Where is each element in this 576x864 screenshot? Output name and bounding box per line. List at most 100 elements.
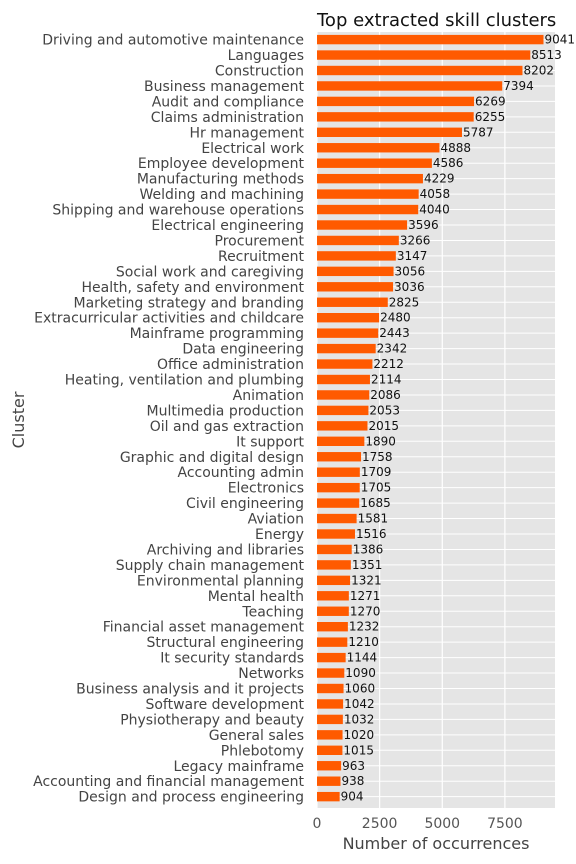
y-tick-label: Hr management [189, 125, 304, 141]
data-label: 1042 [344, 697, 375, 711]
y-tick-label: Welding and machining [140, 187, 305, 203]
bar [317, 591, 349, 601]
y-tick-labels: Driving and automotive maintenanceLangua… [33, 33, 305, 806]
y-tick-label: Graphic and digital design [120, 450, 304, 466]
data-label: 5787 [463, 125, 494, 139]
y-tick-label: Electronics [228, 481, 304, 497]
bar [317, 359, 373, 369]
bar [317, 189, 419, 199]
bar [317, 81, 503, 91]
y-tick-label: Legacy mainframe [173, 759, 304, 775]
y-tick-label: Software development [145, 697, 304, 713]
data-label: 1232 [349, 620, 380, 634]
y-tick-label: Environmental planning [137, 573, 304, 589]
bar [317, 328, 379, 338]
y-tick-label: Data engineering [182, 342, 304, 358]
data-label: 4058 [420, 187, 451, 201]
chart-title: Top extracted skill clusters [316, 10, 556, 31]
y-tick-label: Procurement [215, 233, 305, 249]
bar [317, 112, 474, 122]
y-tick-label: Accounting admin [178, 465, 305, 481]
data-label: 2443 [379, 326, 410, 340]
y-tick-label: Structural engineering [146, 635, 304, 651]
y-tick-label: Supply chain management [116, 558, 305, 574]
bar [317, 313, 380, 323]
y-tick-label: Social work and caregiving [116, 264, 304, 280]
data-label: 1321 [351, 573, 382, 587]
bar [317, 482, 360, 493]
data-label: 3266 [400, 233, 431, 247]
bar [317, 606, 349, 616]
x-tick-labels: 0 2500 5000 7500 [313, 816, 523, 832]
y-tick-label: Languages [228, 48, 304, 64]
x-tick-label: 2500 [362, 816, 398, 832]
y-tick-label: Mainframe programming [130, 326, 304, 342]
data-label: 1351 [352, 558, 383, 572]
y-tick-label: Energy [255, 527, 304, 543]
y-tick-label: Employee development [138, 156, 305, 172]
bar [317, 374, 370, 385]
y-tick-label: Financial asset management [103, 620, 305, 636]
bar [317, 668, 345, 678]
y-axis-label: Cluster [9, 391, 28, 448]
data-label: 3036 [394, 280, 425, 294]
bar [317, 498, 360, 508]
data-label: 2114 [371, 373, 402, 387]
bar [317, 343, 376, 354]
bar [317, 699, 344, 709]
data-label: 1015 [343, 743, 374, 757]
bar [317, 34, 544, 45]
data-label: 1516 [356, 527, 387, 541]
data-label: 963 [342, 759, 365, 773]
y-tick-label: Civil engineering [186, 496, 304, 512]
y-tick-label: Networks [238, 666, 304, 682]
y-tick-label: Archiving and libraries [147, 542, 304, 558]
y-tick-label: Physiotherapy and beauty [120, 712, 304, 728]
y-tick-label: It security standards [160, 651, 304, 667]
data-label: 1270 [350, 604, 381, 618]
data-label: 8202 [523, 64, 554, 78]
y-tick-label: Design and process engineering [78, 790, 304, 806]
y-tick-label: Accounting and financial management [33, 774, 304, 790]
data-label: 938 [341, 774, 364, 788]
bar [317, 421, 368, 431]
data-label: 1709 [361, 465, 392, 479]
data-label: 1386 [353, 542, 384, 556]
y-tick-label: It support [236, 434, 304, 450]
y-tick-label: Construction [215, 64, 304, 80]
data-label: 1685 [360, 496, 391, 510]
data-label: 3056 [395, 264, 426, 278]
data-label: 7394 [503, 79, 534, 93]
y-tick-label: Health, safety and environment [82, 280, 305, 296]
bar [317, 714, 343, 725]
bar [317, 436, 365, 446]
bar [317, 143, 440, 153]
bar [317, 560, 351, 570]
y-tick-label: Office administration [157, 357, 304, 373]
y-tick-label: Business management [144, 79, 304, 95]
bar [317, 127, 462, 137]
data-label: 4040 [419, 203, 450, 217]
data-label: 4888 [440, 141, 471, 155]
data-label: 1144 [347, 651, 378, 665]
y-tick-label: Electrical engineering [151, 218, 304, 234]
y-tick-label: Driving and automotive maintenance [42, 33, 304, 49]
data-label: 1705 [361, 481, 392, 495]
data-label: 8513 [531, 48, 562, 62]
data-label: 1271 [350, 589, 381, 603]
y-tick-label: Marketing strategy and branding [74, 295, 305, 311]
data-label: 904 [341, 790, 364, 804]
bar [317, 204, 419, 215]
bar [317, 266, 394, 277]
data-label: 2086 [370, 388, 401, 402]
bar [317, 220, 408, 230]
bar-series [317, 34, 544, 802]
data-label: 1060 [345, 682, 376, 696]
data-label: 4586 [433, 156, 464, 170]
y-tick-label: Claims administration [151, 110, 304, 126]
bar [317, 761, 342, 771]
data-label: 2342 [377, 342, 408, 356]
y-tick-label: Heating, ventilation and plumbing [65, 373, 304, 389]
